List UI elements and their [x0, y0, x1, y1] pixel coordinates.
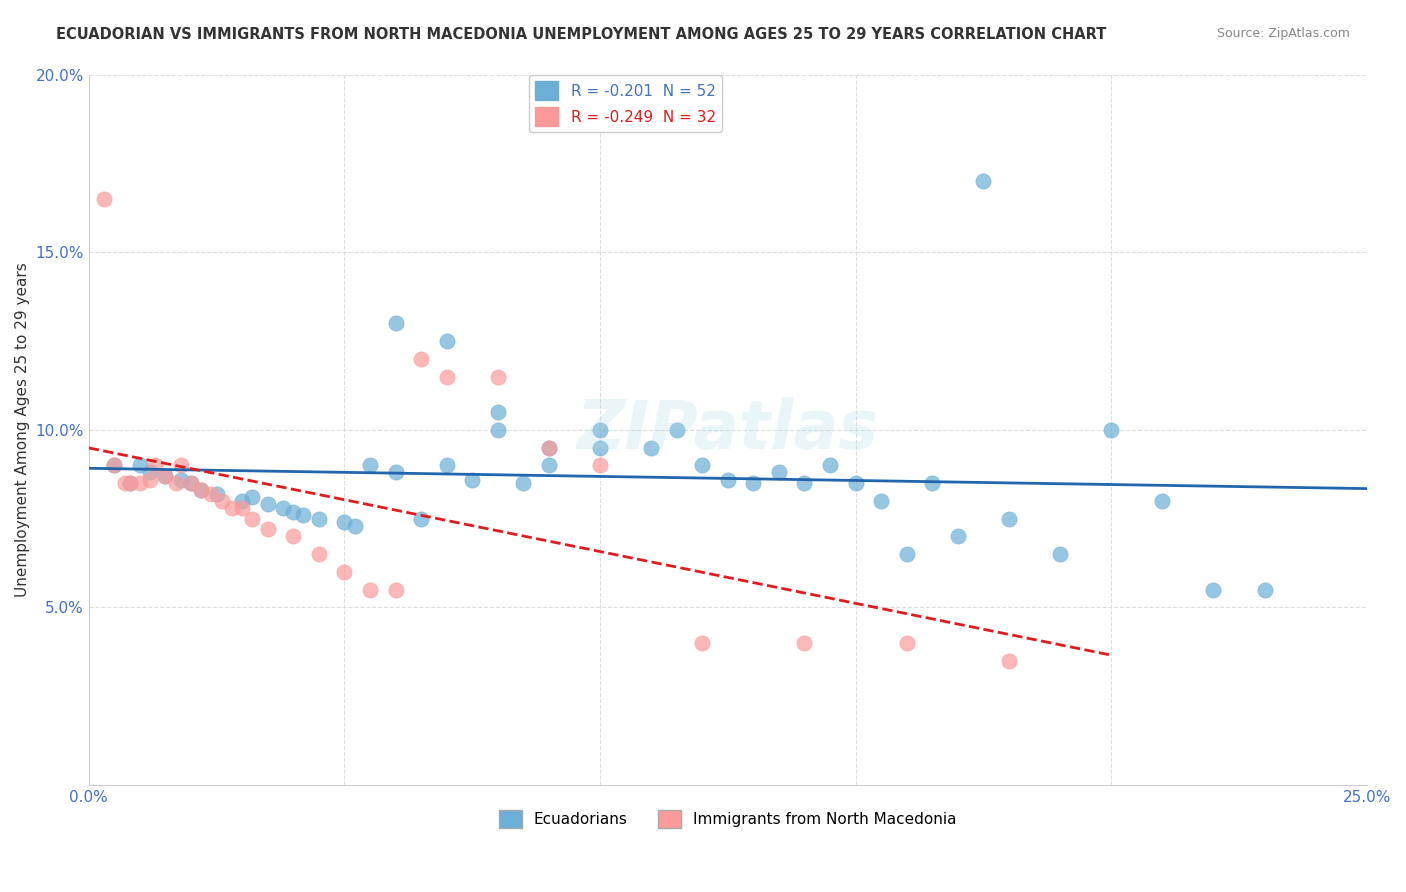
Point [921, 476, 943, 491]
Y-axis label: Unemployment Among Ages 25 to 29 years: Unemployment Among Ages 25 to 29 years [15, 262, 30, 597]
Point [359, 458, 381, 473]
Point [845, 476, 868, 491]
Point [486, 369, 509, 384]
Point [972, 174, 994, 188]
Point [165, 476, 187, 491]
Point [640, 441, 662, 455]
Point [170, 458, 193, 473]
Point [512, 476, 534, 491]
Point [231, 500, 253, 515]
Point [589, 458, 612, 473]
Point [114, 476, 136, 491]
Point [537, 441, 560, 455]
Point [409, 511, 432, 525]
Point [283, 504, 305, 518]
Point [129, 476, 152, 491]
Point [180, 476, 202, 491]
Point [190, 483, 212, 498]
Point [793, 636, 815, 650]
Point [436, 334, 458, 348]
Point [537, 458, 560, 473]
Point [690, 636, 713, 650]
Point [155, 469, 177, 483]
Point [896, 547, 918, 561]
Point [793, 476, 815, 491]
Point [118, 476, 141, 491]
Point [1099, 423, 1122, 437]
Point [436, 458, 458, 473]
Point [118, 476, 141, 491]
Point [665, 423, 688, 437]
Point [292, 508, 315, 522]
Point [242, 511, 264, 525]
Point [242, 491, 264, 505]
Point [200, 487, 222, 501]
Point [1152, 494, 1174, 508]
Legend: Ecuadorians, Immigrants from North Macedonia: Ecuadorians, Immigrants from North Maced… [492, 804, 963, 834]
Point [717, 473, 740, 487]
Point [589, 423, 612, 437]
Point [436, 369, 458, 384]
Point [256, 522, 278, 536]
Point [271, 500, 294, 515]
Point [486, 423, 509, 437]
Point [1049, 547, 1071, 561]
Point [998, 654, 1021, 668]
Point [690, 458, 713, 473]
Point [461, 473, 484, 487]
Point [211, 494, 233, 508]
Text: ECUADORIAN VS IMMIGRANTS FROM NORTH MACEDONIA UNEMPLOYMENT AMONG AGES 25 TO 29 Y: ECUADORIAN VS IMMIGRANTS FROM NORTH MACE… [56, 27, 1107, 42]
Point [103, 458, 125, 473]
Point [589, 441, 612, 455]
Point [139, 473, 162, 487]
Point [409, 351, 432, 366]
Text: Source: ZipAtlas.com: Source: ZipAtlas.com [1216, 27, 1350, 40]
Point [384, 466, 406, 480]
Point [384, 582, 406, 597]
Point [359, 582, 381, 597]
Point [768, 466, 790, 480]
Point [333, 515, 356, 529]
Point [170, 473, 193, 487]
Point [308, 511, 330, 525]
Point [256, 497, 278, 511]
Point [537, 441, 560, 455]
Point [998, 511, 1021, 525]
Point [93, 192, 115, 206]
Point [205, 487, 228, 501]
Point [139, 466, 162, 480]
Point [103, 458, 125, 473]
Point [742, 476, 765, 491]
Point [283, 529, 305, 543]
Point [129, 458, 152, 473]
Point [333, 565, 356, 579]
Point [818, 458, 841, 473]
Point [343, 518, 366, 533]
Point [190, 483, 212, 498]
Point [1202, 582, 1225, 597]
Point [143, 458, 166, 473]
Point [231, 494, 253, 508]
Point [308, 547, 330, 561]
Point [221, 500, 243, 515]
Point [896, 636, 918, 650]
Text: ZIPatlas: ZIPatlas [576, 397, 879, 463]
Point [384, 316, 406, 330]
Point [486, 405, 509, 419]
Point [1253, 582, 1275, 597]
Point [155, 469, 177, 483]
Point [870, 494, 893, 508]
Point [946, 529, 969, 543]
Point [180, 476, 202, 491]
